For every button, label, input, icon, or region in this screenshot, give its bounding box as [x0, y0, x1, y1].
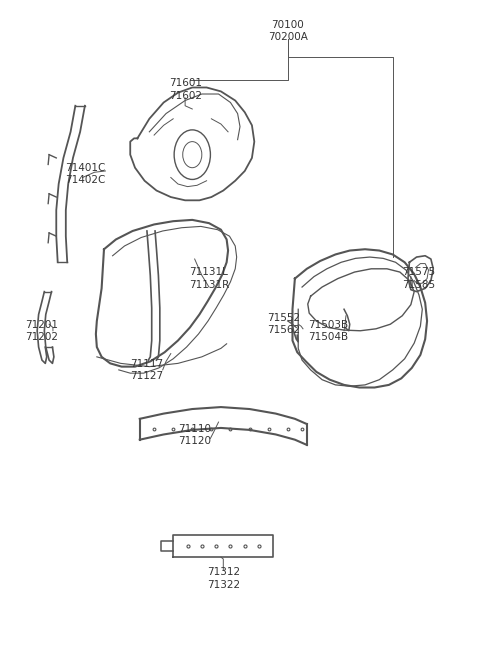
Text: 71131L
71131R: 71131L 71131R: [189, 267, 229, 290]
Text: 71201
71202: 71201 71202: [25, 320, 59, 342]
Text: 71575
71585: 71575 71585: [402, 267, 435, 290]
Text: 71117
71127: 71117 71127: [131, 359, 164, 381]
Text: 71503B
71504B: 71503B 71504B: [308, 320, 348, 342]
Text: 71601
71602: 71601 71602: [168, 78, 202, 101]
Text: 70100
70200A: 70100 70200A: [268, 20, 308, 42]
Text: 71312
71322: 71312 71322: [207, 567, 240, 590]
Text: 71401C
71402C: 71401C 71402C: [65, 163, 105, 185]
Text: 71552
71562: 71552 71562: [267, 313, 300, 335]
Text: 71110
71120: 71110 71120: [178, 424, 211, 446]
